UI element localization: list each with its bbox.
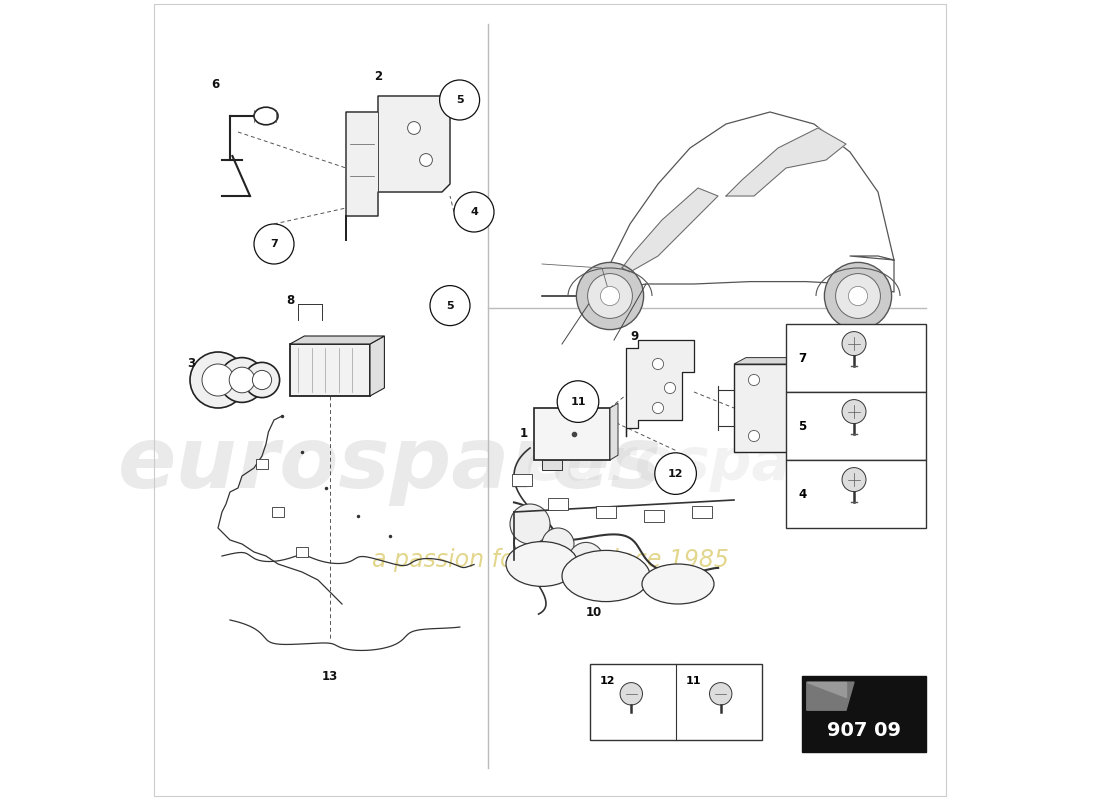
Circle shape: [440, 80, 480, 120]
Circle shape: [652, 358, 663, 370]
Text: 5: 5: [455, 95, 463, 105]
Circle shape: [652, 402, 663, 414]
Text: a passion for parts since 1985: a passion for parts since 1985: [372, 548, 728, 572]
Circle shape: [804, 374, 815, 386]
Circle shape: [748, 430, 760, 442]
Circle shape: [202, 364, 234, 396]
Circle shape: [569, 542, 604, 578]
Bar: [590, 664, 762, 740]
Bar: [734, 364, 826, 452]
Polygon shape: [806, 682, 854, 710]
Bar: [534, 408, 611, 460]
Circle shape: [254, 224, 294, 264]
Ellipse shape: [642, 564, 714, 604]
Polygon shape: [726, 128, 846, 196]
Text: 7: 7: [798, 351, 806, 365]
Text: 5: 5: [798, 419, 806, 433]
Circle shape: [220, 358, 264, 402]
Text: 1: 1: [519, 427, 528, 440]
Text: 6: 6: [211, 78, 220, 90]
Text: 7: 7: [271, 239, 278, 249]
FancyBboxPatch shape: [802, 676, 926, 752]
Circle shape: [664, 382, 675, 394]
Text: 2: 2: [374, 70, 382, 82]
Text: eurospares: eurospares: [526, 435, 894, 493]
Circle shape: [229, 367, 255, 393]
Circle shape: [558, 381, 598, 422]
Ellipse shape: [562, 550, 650, 602]
Bar: [786, 392, 926, 460]
Bar: [786, 324, 926, 392]
Circle shape: [654, 453, 696, 494]
Polygon shape: [621, 188, 718, 272]
Bar: [272, 507, 285, 517]
Bar: [549, 498, 568, 510]
Text: 8: 8: [286, 294, 294, 306]
Circle shape: [842, 399, 866, 424]
Circle shape: [587, 274, 632, 318]
Text: 11: 11: [685, 676, 701, 686]
Text: 4: 4: [470, 207, 477, 217]
Bar: [255, 459, 268, 469]
Text: 11: 11: [570, 397, 585, 406]
Text: 5: 5: [447, 301, 454, 310]
Circle shape: [842, 467, 866, 491]
Circle shape: [419, 154, 432, 166]
Circle shape: [836, 274, 880, 318]
Circle shape: [804, 430, 815, 442]
Circle shape: [542, 528, 574, 560]
Circle shape: [430, 286, 470, 326]
Circle shape: [848, 286, 868, 306]
Polygon shape: [346, 96, 450, 240]
Circle shape: [190, 352, 246, 408]
Polygon shape: [734, 358, 838, 364]
Circle shape: [510, 504, 550, 544]
Text: eurospares: eurospares: [118, 422, 662, 506]
Circle shape: [252, 370, 272, 390]
Text: 9: 9: [630, 330, 639, 342]
Circle shape: [748, 374, 760, 386]
Bar: [786, 460, 926, 528]
Polygon shape: [370, 336, 384, 396]
Circle shape: [620, 682, 642, 705]
Text: 10: 10: [586, 606, 602, 618]
Bar: [513, 474, 531, 486]
Polygon shape: [610, 403, 618, 460]
Ellipse shape: [506, 542, 578, 586]
Circle shape: [824, 262, 892, 330]
Text: 13: 13: [322, 670, 338, 682]
Text: 907 09: 907 09: [827, 722, 901, 740]
Bar: [645, 510, 663, 522]
Polygon shape: [542, 460, 562, 470]
Circle shape: [601, 286, 619, 306]
Polygon shape: [626, 340, 694, 436]
Polygon shape: [290, 336, 384, 344]
Text: 12: 12: [600, 676, 615, 686]
Bar: [596, 506, 616, 518]
Circle shape: [454, 192, 494, 232]
Circle shape: [842, 331, 866, 355]
Bar: [290, 344, 370, 396]
Polygon shape: [806, 682, 846, 698]
Circle shape: [408, 122, 420, 134]
Text: 3: 3: [187, 358, 196, 370]
Text: 12: 12: [668, 469, 683, 478]
Bar: [296, 547, 308, 557]
Text: 4: 4: [798, 487, 806, 501]
Polygon shape: [542, 112, 894, 296]
Circle shape: [576, 262, 643, 330]
Circle shape: [244, 362, 279, 398]
Polygon shape: [826, 358, 838, 452]
Circle shape: [710, 682, 732, 705]
Ellipse shape: [254, 107, 278, 125]
Bar: [692, 506, 712, 518]
